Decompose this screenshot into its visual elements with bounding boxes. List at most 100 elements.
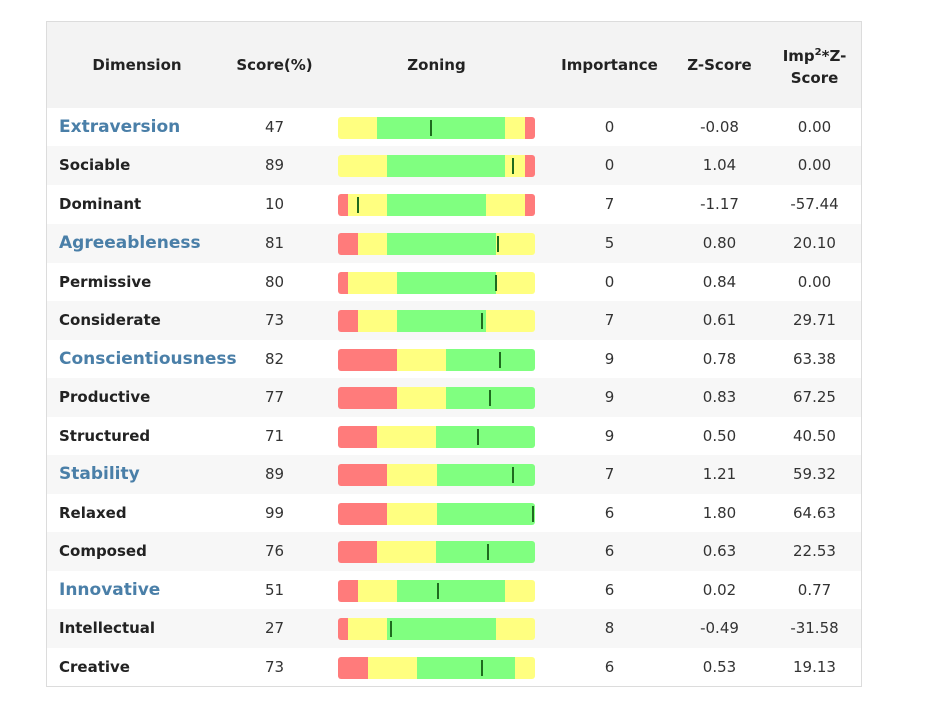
zscore-cell: -0.49: [700, 619, 739, 637]
zone-red: [338, 503, 388, 525]
zone-yellow: [505, 580, 535, 602]
dimension-name: Intellectual: [59, 619, 156, 637]
table-row: Sociable 89 0 1.04 0.00: [47, 146, 861, 185]
dimension-link[interactable]: Agreeableness: [59, 233, 201, 253]
zone-red: [338, 541, 378, 563]
zone-yellow: [397, 349, 447, 371]
zscore-cell: 0.78: [702, 350, 737, 368]
zone-yellow: [357, 233, 388, 255]
importance-cell: 0: [604, 273, 615, 291]
dimension-name: Composed: [59, 542, 147, 560]
zone-red: [338, 464, 388, 486]
header-imp-prefix: Imp: [782, 46, 815, 65]
importance-cell: 9: [604, 427, 615, 445]
imp-zscore-cell: 22.53: [793, 542, 836, 560]
zone-red: [338, 618, 348, 640]
zone-yellow: [347, 618, 388, 640]
zoning-bar: [338, 541, 535, 563]
score-marker: [532, 506, 535, 522]
zone-red: [338, 272, 348, 294]
zone-green: [446, 349, 535, 371]
dimension-link[interactable]: Conscientiousness: [59, 349, 237, 369]
table-row: Innovative 51 6 0.02 0.77: [47, 571, 861, 609]
zoning-bar: [338, 426, 535, 448]
dimension-name: Sociable: [59, 156, 131, 174]
importance-cell: 0: [604, 156, 615, 174]
zone-green: [397, 272, 496, 294]
imp-zscore-cell: 40.50: [793, 427, 836, 445]
table-row: Structured 71 9 0.50 40.50: [47, 417, 861, 455]
dimension-name: Creative: [59, 658, 130, 676]
zone-green: [436, 464, 535, 486]
zoning-bar: [338, 580, 535, 602]
importance-cell: 9: [604, 388, 615, 406]
zone-green: [387, 155, 506, 177]
zone-red: [338, 426, 378, 448]
table-row: Extraversion 47 0 -0.08 0.00: [47, 108, 861, 146]
dimension-name: Considerate: [59, 311, 161, 329]
imp-zscore-cell: -31.58: [790, 619, 839, 637]
importance-cell: 0: [604, 118, 615, 136]
score-cell: 99: [264, 504, 285, 522]
zone-red: [338, 233, 358, 255]
zoning-bar: [338, 233, 535, 255]
zone-yellow: [485, 194, 526, 216]
dimension-name: Relaxed: [59, 504, 127, 522]
score-marker: [390, 621, 393, 637]
zone-red: [338, 194, 348, 216]
header-imp-sup: 2: [814, 46, 822, 58]
zscore-cell: 0.63: [702, 542, 737, 560]
dimension-link[interactable]: Extraversion: [59, 117, 181, 137]
zoning-bar: [338, 117, 535, 139]
importance-cell: 6: [604, 658, 615, 676]
zoning-bar: [338, 464, 535, 486]
zone-yellow: [495, 233, 535, 255]
dimension-link[interactable]: Innovative: [59, 580, 161, 600]
imp-zscore-cell: 67.25: [793, 388, 836, 406]
imp-zscore-cell: 19.13: [793, 658, 836, 676]
dimension-name: Productive: [59, 388, 151, 406]
score-cell: 51: [264, 581, 285, 599]
zoning-bar: [338, 194, 535, 216]
zone-yellow: [367, 657, 417, 679]
score-cell: 76: [264, 542, 285, 560]
score-cell: 81: [264, 234, 285, 252]
dimension-name: Permissive: [59, 273, 152, 291]
zscore-cell: 1.80: [702, 504, 737, 522]
table-row: Creative 73 6 0.53 19.13: [47, 648, 861, 686]
zone-yellow: [495, 272, 535, 294]
score-cell: 82: [264, 350, 285, 368]
zone-red: [338, 349, 398, 371]
zone-green: [387, 233, 496, 255]
zone-green: [387, 618, 496, 640]
zone-yellow: [515, 657, 535, 679]
score-marker: [480, 660, 483, 676]
imp-zscore-cell: 63.38: [793, 350, 836, 368]
score-marker: [476, 429, 479, 445]
score-marker: [512, 467, 515, 483]
table-row: Relaxed 99 6 1.80 64.63: [47, 494, 861, 532]
imp-zscore-cell: 0.00: [797, 156, 832, 174]
zscore-cell: 1.21: [702, 465, 737, 483]
zone-red: [338, 580, 358, 602]
table-row: Agreeableness 81 5 0.80 20.10: [47, 224, 861, 263]
zone-yellow: [397, 387, 447, 409]
importance-cell: 8: [604, 619, 615, 637]
zscore-cell: 0.84: [702, 273, 737, 291]
header-zscore: Z-Score: [687, 56, 752, 74]
importance-cell: 6: [604, 542, 615, 560]
score-cell: 80: [264, 273, 285, 291]
table-row: Conscientiousness 82 9 0.78 63.38: [47, 340, 861, 378]
zone-yellow: [338, 155, 388, 177]
zone-red: [525, 155, 535, 177]
zone-yellow: [347, 272, 398, 294]
score-cell: 71: [264, 427, 285, 445]
score-cell: 27: [264, 619, 285, 637]
dimension-name: Dominant: [59, 195, 142, 213]
zone-green: [387, 194, 486, 216]
dimension-link[interactable]: Stability: [59, 464, 140, 484]
zoning-bar: [338, 387, 535, 409]
zone-yellow: [495, 618, 535, 640]
header-imp-zscore: Imp2*Z- Score: [772, 22, 857, 108]
score-marker: [486, 544, 489, 560]
